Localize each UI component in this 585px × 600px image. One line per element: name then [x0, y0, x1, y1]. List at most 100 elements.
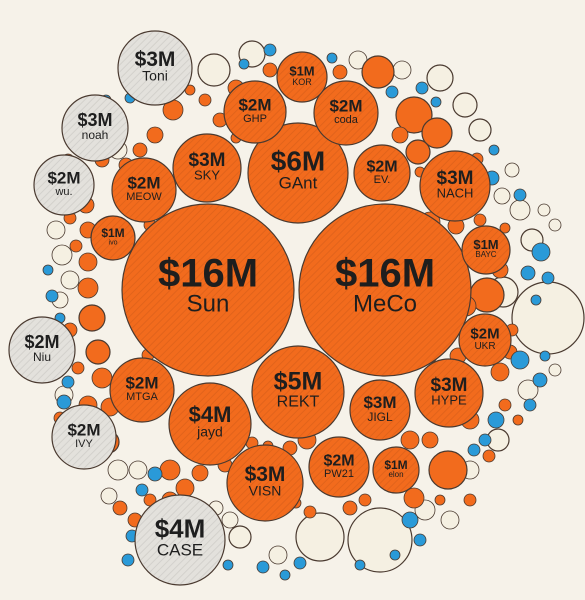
bubble-ivy-amount: $2M: [67, 420, 100, 439]
orange-bubble: [159, 459, 181, 481]
bubble-mtga-texture: [111, 359, 173, 421]
bubble-rekt-amount: $5M: [274, 368, 323, 396]
bubble-wu-texture: [35, 156, 93, 214]
bubble-ghp-texture: [225, 82, 285, 142]
bubble-rekt-texture: [253, 347, 343, 437]
orange-bubble: [146, 126, 164, 144]
cream-bubble: [452, 92, 478, 118]
orange-bubble: [499, 222, 511, 234]
blue-bubble: [45, 289, 59, 303]
bubble-kor-amount: $1M: [289, 64, 314, 79]
bubble-wu-amount: $2M: [47, 168, 80, 187]
cream-bubble: [46, 220, 66, 240]
bubble-elon-amount: $1M: [384, 458, 407, 472]
bubble-nach-texture: [421, 152, 489, 220]
orange-bubble: [91, 367, 113, 389]
blue-bubble: [488, 144, 500, 156]
orange-bubble: [490, 362, 510, 382]
cream-bubble: [511, 281, 585, 355]
bubble-toni-name: Toni: [142, 68, 168, 84]
bubble-kor-name: KOR: [292, 77, 312, 87]
blue-bubble: [389, 549, 401, 561]
bubble-niu-texture: [10, 318, 74, 382]
bubble-sky-amount: $3M: [189, 150, 226, 171]
blue-bubble: [56, 394, 72, 410]
blue-bubble: [61, 375, 75, 389]
bubble-pw21-name: PW21: [324, 468, 354, 480]
bubble-meow-amount: $2M: [127, 173, 160, 192]
cream-bubble: [295, 512, 345, 562]
bubble-gant-amount: $6M: [271, 145, 325, 176]
bubble-ivy-name: IVY: [75, 438, 93, 450]
bubble-bayc-amount: $1M: [473, 237, 498, 252]
cream-bubble: [468, 118, 492, 142]
bubble-toni-amount: $3M: [135, 48, 176, 71]
bubble-noah-texture: [63, 96, 127, 160]
bubble-jigl-amount: $3M: [363, 393, 396, 412]
orange-bubble: [400, 430, 420, 450]
bubble-mtga-name: MTGA: [126, 391, 158, 403]
blue-bubble: [222, 559, 234, 571]
orange-bubble: [342, 500, 358, 516]
bubble-pw21-amount: $2M: [323, 452, 354, 469]
bubble-ukr-name: UKR: [474, 341, 495, 352]
blue-bubble: [279, 569, 291, 581]
cream-bubble: [509, 199, 531, 221]
bubble-elon-texture: [374, 448, 418, 492]
blue-bubble: [121, 553, 135, 567]
orange-bubble: [332, 64, 348, 80]
bubble-ivy-texture: [53, 406, 115, 468]
orange-bubble: [463, 493, 477, 507]
bubble-niu-name: Niu: [33, 350, 51, 364]
orange-bubble: [421, 431, 439, 449]
bubble-coda-amount: $2M: [329, 96, 362, 115]
cream-bubble: [392, 60, 412, 80]
bubble-sun-amount: $16M: [158, 251, 258, 295]
bubble-hype-name: HYPE: [431, 393, 467, 408]
cream-bubble: [440, 510, 460, 530]
bubble-jigl-texture: [351, 381, 409, 439]
cream-bubble: [51, 244, 73, 266]
bubble-kor-texture: [278, 53, 326, 101]
blue-bubble: [42, 264, 54, 276]
bubble-sky-texture: [174, 135, 240, 201]
bubble-case-amount: $4M: [155, 513, 206, 543]
orange-bubble: [112, 500, 128, 516]
bubble-jayd-name: jayd: [196, 424, 223, 440]
cream-bubble: [268, 545, 288, 565]
blue-bubble: [354, 559, 366, 571]
bubble-visn-texture: [228, 446, 302, 520]
bubble-ev-name: EV.: [374, 174, 391, 186]
bubble-rekt-name: REKT: [277, 393, 320, 410]
orange-bubble: [71, 361, 85, 375]
orange-bubble: [395, 96, 433, 134]
bubble-jayd-amount: $4M: [189, 402, 232, 427]
blue-bubble: [531, 242, 551, 262]
orange-bubble: [78, 252, 98, 272]
bubble-ukr-texture: [460, 315, 510, 365]
orange-bubble: [512, 414, 524, 426]
bubble-niu-amount: $2M: [24, 332, 59, 352]
blue-bubble: [510, 350, 530, 370]
orange-bubble: [77, 277, 99, 299]
blue-bubble: [430, 96, 442, 108]
blue-bubble: [147, 466, 163, 482]
bubble-ivo-amount: $1M: [101, 226, 124, 240]
